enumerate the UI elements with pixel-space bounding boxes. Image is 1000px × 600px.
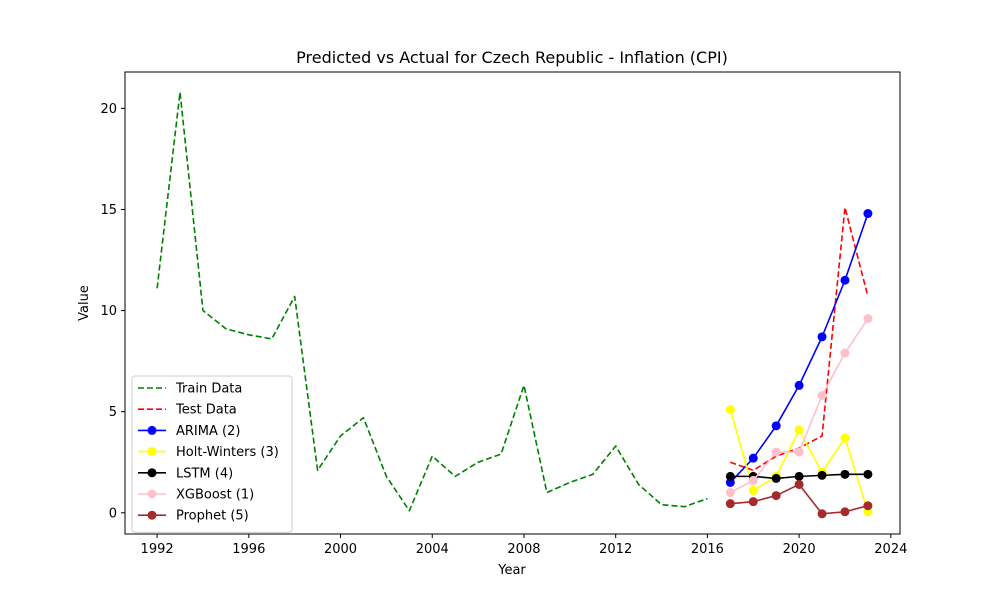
- data-point-xgboost-1: [840, 348, 850, 358]
- series-line-train-data: [156, 91, 708, 512]
- series-train-data: [156, 91, 708, 512]
- y-tick-label: 5: [109, 405, 117, 420]
- legend-marker-prophet-5: [147, 510, 157, 520]
- legend-marker-arima-2: [147, 425, 157, 435]
- data-point-xgboost-1: [725, 488, 735, 498]
- data-point-holt-winters-3: [794, 425, 804, 435]
- data-point-xgboost-1: [794, 447, 804, 457]
- legend-box: [131, 375, 293, 533]
- legend-label-xgboost-1: XGBoost (1): [176, 488, 254, 503]
- x-tick-label: 2016: [691, 542, 724, 557]
- data-point-xgboost-1: [771, 447, 781, 457]
- legend-label-test-data: Test Data: [175, 403, 237, 418]
- data-point-holt-winters-3: [725, 405, 735, 415]
- x-tick-label: 2004: [416, 542, 449, 557]
- legend-marker-holt-winters-3: [147, 447, 157, 457]
- x-tick-label: 2008: [507, 542, 540, 557]
- data-point-xgboost-1: [817, 391, 827, 401]
- legend-marker-lstm-4: [147, 468, 157, 478]
- x-tick-label: 2024: [874, 542, 907, 557]
- chart-title: Predicted vs Actual for Czech Republic -…: [296, 48, 728, 67]
- y-tick-label: 15: [100, 203, 117, 218]
- data-point-arima-2: [748, 453, 758, 463]
- data-point-prophet-5: [725, 499, 735, 509]
- data-point-xgboost-1: [748, 475, 758, 485]
- y-tick-label: 20: [100, 102, 117, 117]
- data-point-lstm-4: [863, 469, 873, 479]
- x-tick-label: 2000: [324, 542, 357, 557]
- series-xgboost-1: [725, 314, 873, 498]
- series-line-xgboost-1: [729, 318, 869, 494]
- data-point-prophet-5: [771, 491, 781, 501]
- y-axis-label: Value: [77, 285, 92, 321]
- axis-ticks: 1992 1996 2000 2004 2008 2012 2016 2020 2024 0 5 10…: [100, 102, 907, 557]
- series-line-arima-2: [729, 213, 869, 483]
- legend-label-lstm-4: LSTM (4): [176, 466, 233, 481]
- legend-label-prophet-5: Prophet (5): [176, 509, 249, 524]
- x-axis-label: Year: [497, 563, 526, 578]
- legend-label-holt-winters-3: Holt-Winters (3): [176, 445, 279, 460]
- data-point-lstm-4: [771, 473, 781, 483]
- y-tick-label: 0: [109, 506, 117, 521]
- series-layer: [156, 91, 873, 519]
- plot-frame: [124, 71, 901, 535]
- x-tick-label: 1992: [141, 542, 174, 557]
- data-point-arima-2: [771, 421, 781, 431]
- data-point-arima-2: [840, 275, 850, 285]
- data-point-prophet-5: [794, 479, 804, 489]
- series-arima-2: [725, 209, 873, 487]
- data-point-prophet-5: [863, 501, 873, 511]
- data-point-holt-winters-3: [748, 486, 758, 496]
- data-point-prophet-5: [817, 509, 827, 519]
- data-point-prophet-5: [840, 507, 850, 517]
- data-point-lstm-4: [794, 471, 804, 481]
- y-tick-label: 10: [100, 304, 117, 319]
- legend-marker-xgboost-1: [147, 489, 157, 499]
- x-tick-label: 1996: [232, 542, 265, 557]
- legend-label-train-data: Train Data: [175, 382, 242, 397]
- data-point-holt-winters-3: [840, 433, 850, 443]
- legend: Train Data Test Data ARIMA (2) Holt-Winters…: [131, 375, 293, 533]
- x-tick-label: 2012: [599, 542, 632, 557]
- data-point-arima-2: [863, 209, 873, 219]
- data-point-lstm-4: [725, 471, 735, 481]
- data-point-lstm-4: [840, 469, 850, 479]
- legend-label-arima-2: ARIMA (2): [176, 424, 240, 439]
- series-holt-winters-3: [725, 405, 873, 517]
- data-point-prophet-5: [748, 497, 758, 507]
- data-point-lstm-4: [817, 470, 827, 480]
- data-point-xgboost-1: [863, 314, 873, 324]
- x-tick-label: 2020: [783, 542, 816, 557]
- series-prophet-5: [725, 479, 873, 519]
- data-point-arima-2: [794, 380, 804, 390]
- data-point-arima-2: [817, 332, 827, 342]
